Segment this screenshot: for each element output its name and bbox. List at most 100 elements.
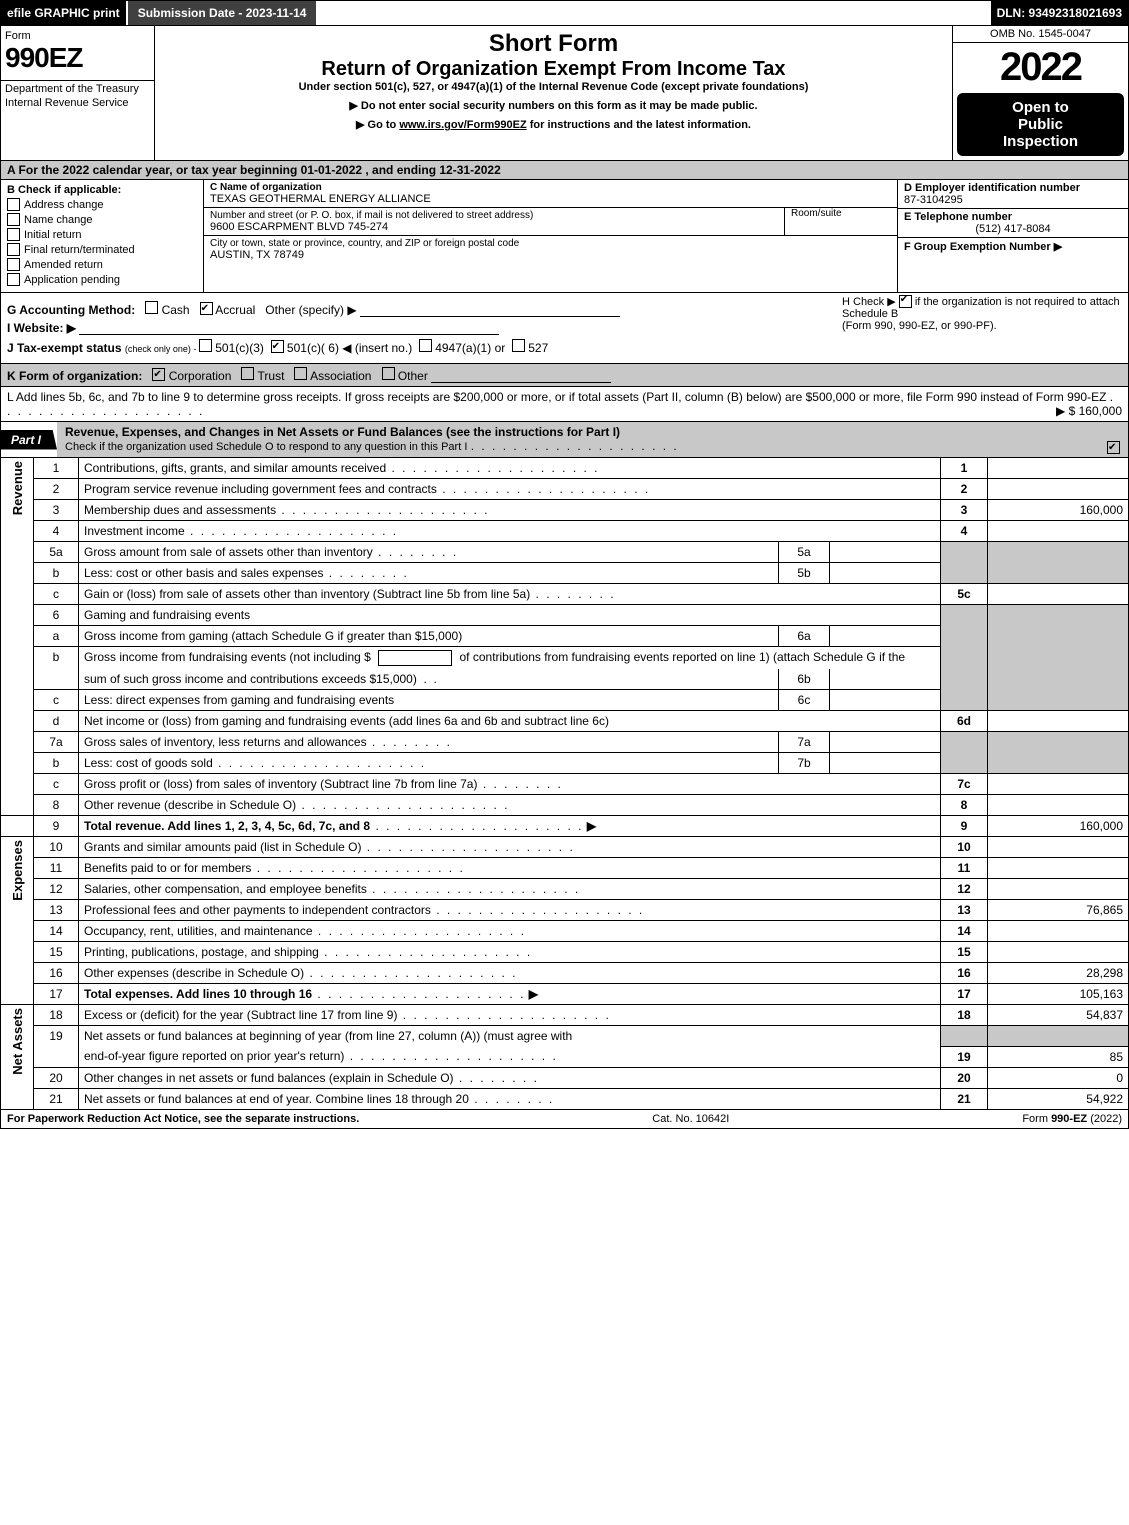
footer-right: Form 990-EZ (2022) [1022,1113,1122,1125]
checkbox-name-change[interactable] [7,213,20,226]
h-prefix: H Check ▶ [842,296,899,308]
ln13-num: 13 [34,900,79,921]
line-1: Revenue 1 Contributions, gifts, grants, … [1,458,1129,479]
j-501c: 501(c)( 6) ◀ (insert no.) [287,341,412,355]
ln5b-subval [830,563,941,584]
ln2-num: 2 [34,479,79,500]
checkbox-accrual[interactable] [200,302,213,315]
checkbox-trust[interactable] [241,367,254,380]
section-k: K Form of organization: Corporation Trus… [0,364,1129,387]
ln5c-ref: 5c [941,584,988,605]
section-def: D Employer identification number 87-3104… [897,180,1128,292]
ln3-amt: 160,000 [988,500,1129,521]
j-note: (check only one) - [125,344,199,354]
checkbox-cash[interactable] [145,301,158,314]
ln17-num: 17 [34,984,79,1005]
city-label: City or town, state or province, country… [210,238,891,249]
ln11-desc: Benefits paid to or for members [84,861,251,875]
line-6d: d Net income or (loss) from gaming and f… [1,711,1129,732]
k-corp: Corporation [169,369,232,383]
g-other: Other (specify) ▶ [265,303,356,317]
checkbox-initial-return[interactable] [7,228,20,241]
efile-label: efile GRAPHIC print [1,1,126,25]
g-cash: Cash [162,303,190,317]
ln1-ref: 1 [941,458,988,479]
part1-title-block: Revenue, Expenses, and Changes in Net As… [57,422,1128,457]
form-number: 990EZ [5,42,150,74]
form-title: Return of Organization Exempt From Incom… [159,58,948,81]
checkbox-assoc[interactable] [294,367,307,380]
line-15: 15 Printing, publications, postage, and … [1,942,1129,963]
line-2: 2 Program service revenue including gove… [1,479,1129,500]
open-line3: Inspection [959,133,1122,150]
ln14-amt [988,921,1129,942]
ln7c-desc: Gross profit or (loss) from sales of inv… [84,777,477,791]
revenue-label: Revenue [1,458,34,816]
lines-table: Revenue 1 Contributions, gifts, grants, … [0,458,1129,1110]
header-center: Short Form Return of Organization Exempt… [155,26,952,160]
j-527: 527 [528,341,548,355]
ln9-num: 9 [34,816,79,837]
part1-dots [471,439,679,453]
checkbox-schedule-o[interactable] [1107,441,1120,454]
k-trust: Trust [258,369,285,383]
ln5a-subval [830,542,941,563]
ln21-num: 21 [34,1088,79,1109]
ln9-ref: 9 [941,816,988,837]
line-9: 9 Total revenue. Add lines 1, 2, 3, 4, 5… [1,816,1129,837]
checkbox-501c[interactable] [271,340,284,353]
k-other: Other [398,369,428,383]
checkbox-address-change[interactable] [7,198,20,211]
line-21: 21 Net assets or fund balances at end of… [1,1088,1129,1109]
ln7c-amt [988,774,1129,795]
ln11-ref: 11 [941,858,988,879]
checkbox-h[interactable] [899,295,912,308]
short-form-title: Short Form [159,30,948,58]
checkbox-other-org[interactable] [382,367,395,380]
checkbox-501c3[interactable] [199,339,212,352]
ln16-amt: 28,298 [988,963,1129,984]
ln15-desc: Printing, publications, postage, and shi… [84,945,319,959]
line-12: 12 Salaries, other compensation, and emp… [1,879,1129,900]
goto-notice: ▶ Go to www.irs.gov/Form990EZ for instru… [159,118,948,131]
k-label: K Form of organization: [7,369,142,383]
form-word: Form [5,30,150,42]
part1-header: Part I Revenue, Expenses, and Changes in… [0,422,1129,458]
ln4-num: 4 [34,521,79,542]
section-c: C Name of organization TEXAS GEOTHERMAL … [204,180,897,292]
block-bcdef: B Check if applicable: Address change Na… [0,180,1129,293]
checkbox-final-return[interactable] [7,243,20,256]
ln14-num: 14 [34,921,79,942]
part1-subtitle: Check if the organization used Schedule … [65,441,467,453]
row-a-text: A For the 2022 calendar year, or tax yea… [7,163,501,177]
line-14: 14 Occupancy, rent, utilities, and maint… [1,921,1129,942]
ln2-ref: 2 [941,479,988,500]
ln11-num: 11 [34,858,79,879]
ln1-desc: Contributions, gifts, grants, and simila… [84,461,386,475]
checkbox-corp[interactable] [152,368,165,381]
checkbox-4947[interactable] [419,339,432,352]
ln16-num: 16 [34,963,79,984]
ln6d-desc: Net income or (loss) from gaming and fun… [79,711,941,732]
ln2-amt [988,479,1129,500]
ln7a-subval [830,732,941,753]
line-5c: c Gain or (loss) from sale of assets oth… [1,584,1129,605]
ln19-num: 19 [34,1026,79,1068]
ln19-desc2: end-of-year figure reported on prior yea… [84,1049,344,1063]
opt-amended: Amended return [24,259,103,271]
ln6a-desc: Gross income from gaming (attach Schedul… [79,626,779,647]
opt-address: Address change [24,199,104,211]
ln6c-subval [830,690,941,711]
e-label: E Telephone number [904,211,1012,223]
ln4-ref: 4 [941,521,988,542]
l-amount: ▶ $ 160,000 [1056,404,1122,418]
ln21-desc: Net assets or fund balances at end of ye… [84,1092,469,1106]
ln16-ref: 16 [941,963,988,984]
checkbox-pending[interactable] [7,273,20,286]
ln6b-desc2: of contributions from fundraising events… [460,650,906,664]
ln10-num: 10 [34,837,79,858]
checkbox-amended[interactable] [7,258,20,271]
j-label: J Tax-exempt status [7,341,122,355]
irs-link[interactable]: www.irs.gov/Form990EZ [399,119,526,131]
checkbox-527[interactable] [512,339,525,352]
